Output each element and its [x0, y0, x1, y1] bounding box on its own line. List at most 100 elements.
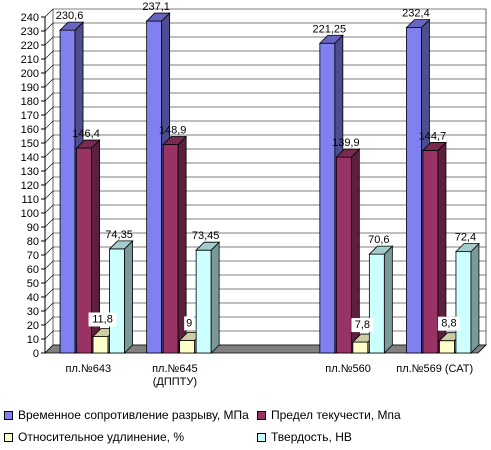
y-tick-label: 160	[21, 124, 39, 136]
bar-side	[124, 239, 133, 354]
grid-slant-140	[44, 148, 54, 158]
grid-slant-170	[44, 106, 54, 116]
grid-slant-50	[44, 274, 54, 284]
bar-chart: 0 10 20 30 40 50 60 70 80 90 100 110 120 130 140 150 160…	[21, 1, 487, 388]
bar-front	[92, 336, 109, 354]
data-label-bg	[351, 318, 374, 333]
y-tick-label: 220	[21, 40, 39, 52]
data-label: 72,4	[455, 232, 476, 244]
data-label: 70,6	[368, 234, 389, 246]
bar-top	[318, 34, 344, 44]
data-label-bg	[437, 316, 460, 331]
y-tick-label: 180	[21, 96, 39, 108]
legend: Временное сопротивление разрыву, МПа Пред…	[4, 404, 490, 448]
y-tick-label: 240	[21, 12, 39, 24]
bar-front	[352, 341, 369, 354]
grid-slant-20	[44, 316, 54, 326]
y-tick-label: 130	[21, 166, 39, 178]
grid-slant-180	[44, 92, 54, 102]
data-label: 7,8	[355, 319, 370, 331]
bar-3-3	[368, 245, 394, 354]
grid-slant-80	[44, 232, 54, 242]
category-label: пл.№569 (САТ)	[396, 363, 473, 375]
grid-slant-150	[44, 134, 54, 144]
bar-top	[108, 240, 134, 250]
y-tick-label: 170	[21, 110, 39, 122]
legend-label: Временное сопротивление разрыву, МПа	[18, 408, 249, 422]
y-tick-label: 230	[21, 26, 39, 38]
y-tick-label: 80	[27, 236, 39, 248]
grid-slant-90	[44, 218, 54, 228]
bar-front	[179, 339, 196, 354]
y-tick-label: 0	[33, 348, 39, 360]
data-label: 232,4	[402, 8, 430, 20]
bar-4-3	[454, 242, 480, 354]
data-label: 230,6	[56, 10, 84, 22]
legend-swatch	[4, 432, 13, 442]
legend-label: Относительное удлинение, %	[18, 430, 184, 444]
bar-top	[421, 142, 447, 151]
data-label-bg	[184, 316, 195, 331]
bar-side	[470, 242, 480, 354]
bar-side	[383, 245, 393, 354]
y-tick-label: 100	[21, 208, 39, 220]
data-label: 11,8	[92, 313, 113, 325]
category-label: пл.№645 (ДППТУ)	[152, 363, 198, 388]
bar-front	[109, 248, 125, 354]
y-tick-label: 110	[21, 194, 39, 206]
bar-top	[368, 245, 394, 255]
grid-slant-30	[44, 302, 54, 312]
legend-swatch	[4, 410, 13, 420]
grid-slant-240	[44, 8, 54, 18]
y-tick-label: 60	[27, 264, 39, 276]
bar-front	[406, 27, 422, 354]
data-label: 221,25	[313, 23, 347, 35]
legend-item: Относительное удлинение, %	[4, 430, 184, 444]
bar-front	[422, 150, 439, 354]
y-tick-label: 200	[21, 68, 39, 80]
bar-front	[59, 29, 76, 354]
grid-slant-230	[44, 22, 54, 32]
y-tick-label: 210	[21, 54, 39, 66]
bar-top	[145, 12, 171, 22]
data-labels: 230,6 146,4 11,8 74,35 237,1 148,9 9 73,45 221,2…	[56, 1, 476, 333]
y-tick-label: 90	[27, 222, 39, 234]
bar-front	[195, 249, 212, 354]
grid-slant-70	[44, 246, 54, 256]
data-label: 9	[186, 317, 192, 329]
bar-1-1	[162, 135, 188, 354]
bars	[59, 12, 480, 354]
bar-top	[405, 19, 431, 29]
bar-1-3	[195, 241, 221, 354]
bar-4-1	[421, 141, 447, 354]
bar-front	[162, 144, 179, 354]
category-label: пл.№643	[66, 363, 112, 375]
category-labels: пл.№643 пл.№645 (ДППТУ) пл.№560 пл.№569 (САТ…	[66, 363, 474, 388]
grid-slant-160	[44, 120, 54, 130]
grid-slant-210	[44, 50, 54, 60]
bar-top	[454, 243, 480, 253]
data-label: 139,9	[332, 137, 360, 149]
y-tick-label: 10	[27, 334, 39, 346]
bar-top	[75, 139, 101, 149]
grid-slant-10	[44, 330, 54, 340]
bar-front	[455, 251, 472, 354]
legend-label: Предел текучести, Мпа	[271, 408, 401, 422]
grid-slant-220	[44, 36, 54, 46]
bar-top	[162, 136, 188, 145]
y-tick-label: 150	[21, 138, 39, 150]
legend-label: Твердость, HB	[271, 430, 352, 444]
bar-top	[59, 21, 85, 31]
grid-slant-40	[44, 288, 54, 298]
grid-slant-190	[44, 78, 54, 88]
y-tick-label: 30	[27, 306, 39, 318]
axes: 0 10 20 30 40 50 60 70 80 90 100 110 120 130 140 150 160…	[21, 9, 487, 360]
bar-side	[210, 241, 220, 354]
bar-top	[335, 148, 361, 158]
data-label: 144,7	[419, 130, 447, 142]
grid-slant-200	[44, 64, 54, 74]
legend-item: Предел текучести, Мпа	[257, 408, 401, 422]
data-label-bg	[88, 312, 117, 327]
y-tick-label: 40	[27, 292, 39, 304]
bar-front	[335, 156, 352, 354]
